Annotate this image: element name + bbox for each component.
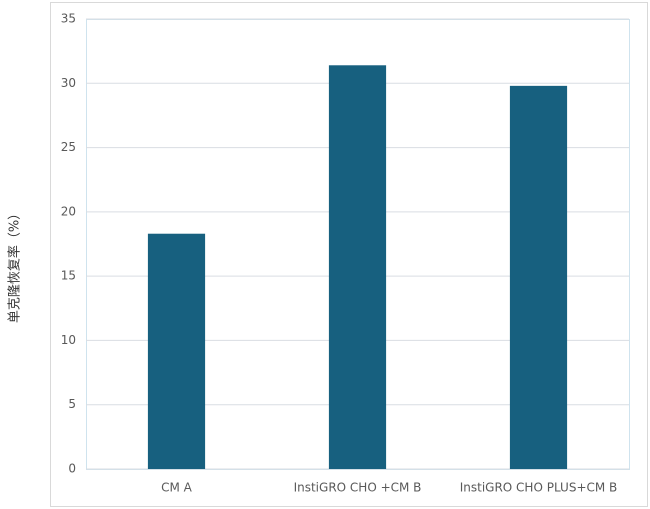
chart-border [50, 2, 648, 507]
y-tick-label: 30 [61, 76, 76, 90]
y-tick-label: 5 [68, 397, 76, 411]
x-tick-label: InstiGRO CHO +CM B [294, 481, 422, 495]
y-tick-label: 20 [61, 204, 76, 218]
y-tick-label: 35 [61, 12, 76, 26]
bar [509, 85, 568, 469]
y-tick-label: 25 [61, 140, 76, 154]
x-tick-label: CM A [161, 481, 193, 495]
bar [147, 233, 206, 469]
y-tick-label: 15 [61, 269, 76, 283]
y-tick-label: 0 [68, 462, 76, 476]
x-tick-label: InstiGRO CHO PLUS+CM B [460, 481, 618, 495]
y-axis-label: 单克隆恢复率（%） [7, 207, 23, 323]
bar [328, 65, 387, 470]
y-tick-label: 10 [61, 333, 76, 347]
